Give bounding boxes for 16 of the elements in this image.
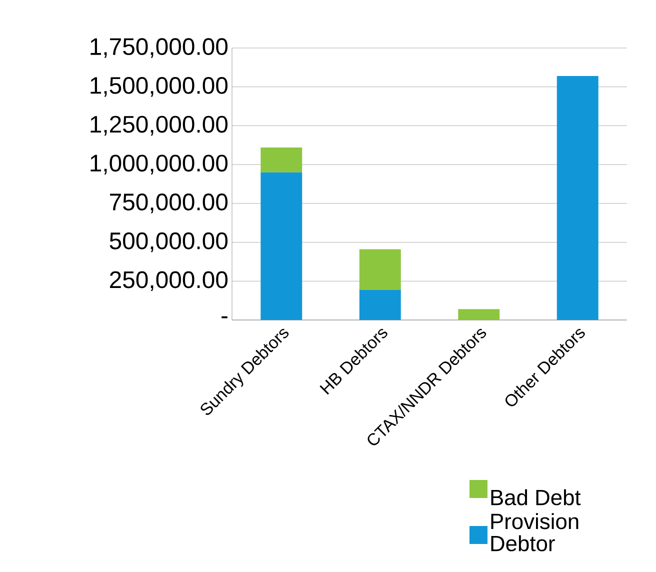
bar bbox=[458, 309, 500, 320]
legend-label: Bad Debt Provision bbox=[491, 489, 581, 530]
y-tick-label: 250,000.00 bbox=[110, 271, 228, 292]
bar bbox=[260, 172, 302, 320]
bar bbox=[260, 147, 302, 172]
y-tick-label: 1,000,000.00 bbox=[90, 154, 228, 174]
bar bbox=[556, 76, 598, 320]
bar bbox=[359, 249, 401, 290]
y-tick-label: 1,500,000.00 bbox=[90, 76, 228, 97]
y-tick-label: 500,000.00 bbox=[110, 232, 228, 252]
bar bbox=[359, 290, 401, 320]
legend-label: Debtor bbox=[491, 535, 555, 552]
y-tick-label: 1,250,000.00 bbox=[90, 116, 228, 136]
y-tick-label: 1,750,000.00 bbox=[90, 38, 228, 58]
y-tick-label: - bbox=[222, 316, 228, 318]
y-tick-label: 750,000.00 bbox=[110, 194, 228, 214]
